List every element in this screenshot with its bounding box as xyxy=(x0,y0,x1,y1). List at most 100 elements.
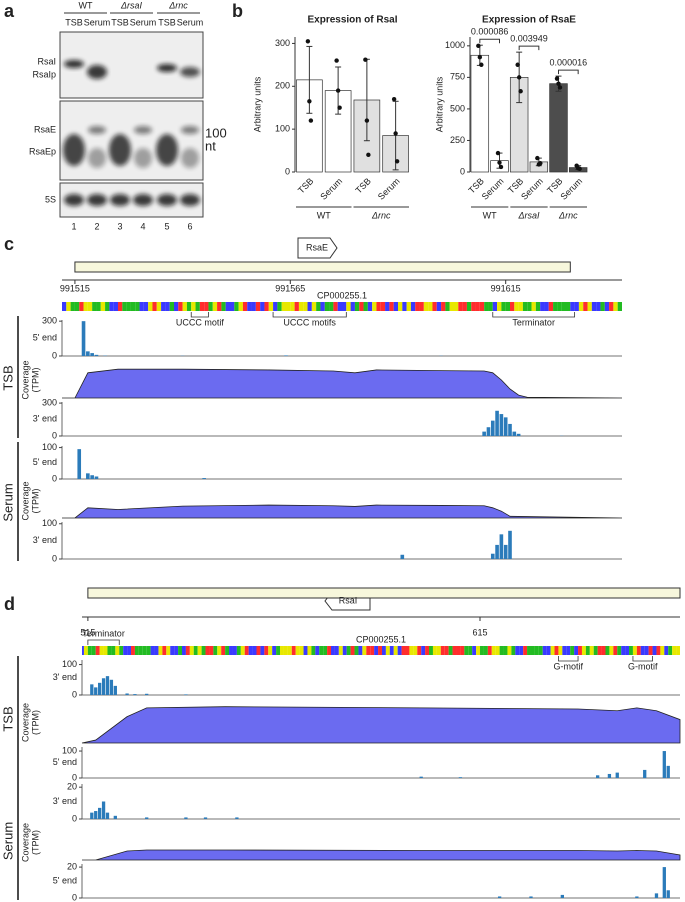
y-tick-label: 0 xyxy=(285,166,290,176)
lane-label: Serum xyxy=(84,17,111,27)
decoration xyxy=(307,302,312,311)
decoration xyxy=(248,646,253,655)
decoration xyxy=(429,646,433,655)
decoration xyxy=(95,646,100,655)
decoration xyxy=(668,646,673,655)
decoration xyxy=(87,65,107,79)
lane-label: TSB xyxy=(158,17,176,27)
end-count-bar xyxy=(596,775,600,778)
end-count-bar xyxy=(666,890,670,898)
y-tick-label: 0 xyxy=(72,813,77,823)
coverage-label: (TPM) xyxy=(30,489,40,514)
decoration xyxy=(329,302,334,311)
x-tick-label: 991615 xyxy=(491,283,521,293)
decoration xyxy=(186,302,192,311)
decoration xyxy=(138,646,143,655)
decoration xyxy=(402,302,407,311)
decoration xyxy=(70,302,75,311)
end-count-bar xyxy=(145,817,149,819)
decoration xyxy=(217,646,222,655)
decoration xyxy=(83,646,88,655)
data-point xyxy=(476,43,481,49)
coverage-area xyxy=(82,849,681,861)
decoration xyxy=(134,646,139,655)
decoration xyxy=(240,646,245,655)
decoration xyxy=(389,646,394,655)
decoration xyxy=(178,646,182,655)
condition-label: TSB xyxy=(0,365,15,390)
decoration xyxy=(518,302,523,311)
decoration xyxy=(118,302,123,311)
decoration xyxy=(488,302,493,311)
decoration xyxy=(307,646,312,655)
decoration xyxy=(497,302,502,311)
decoration xyxy=(527,302,532,311)
coverage-label: Coverage xyxy=(20,481,30,520)
decoration xyxy=(212,302,218,311)
x-tick-label: Serum xyxy=(376,176,402,202)
end-count-bar xyxy=(145,693,149,695)
decoration xyxy=(161,302,166,311)
decoration xyxy=(471,302,476,311)
decoration xyxy=(561,302,566,311)
decoration xyxy=(334,646,339,655)
decoration xyxy=(213,646,218,655)
decoration xyxy=(255,302,261,311)
annotation-bracket xyxy=(190,312,209,318)
decoration xyxy=(601,646,606,655)
decoration xyxy=(505,302,510,311)
decoration xyxy=(74,302,80,311)
end-count-bar xyxy=(109,679,114,695)
decoration xyxy=(491,646,496,655)
decoration xyxy=(381,646,386,655)
decoration xyxy=(574,302,579,311)
panel-label: d xyxy=(4,594,15,614)
decoration xyxy=(103,646,108,655)
decoration xyxy=(480,646,484,655)
decoration xyxy=(585,646,590,655)
end-count-bar xyxy=(495,544,499,559)
y-tick-label: 500 xyxy=(450,103,465,113)
decoration xyxy=(483,646,488,655)
accession: CP000255.1 xyxy=(317,290,367,300)
decoration xyxy=(225,646,230,655)
decoration xyxy=(632,646,637,655)
y-tick-label: 100 xyxy=(42,518,57,528)
decoration xyxy=(452,646,457,655)
decoration xyxy=(501,302,506,311)
decoration xyxy=(204,302,209,311)
end-count-bar xyxy=(512,431,517,436)
end-count-bar xyxy=(499,414,504,436)
decoration xyxy=(221,302,226,311)
gene-body xyxy=(74,261,571,273)
decoration xyxy=(252,646,257,655)
data-point xyxy=(363,57,368,62)
coverage-label: (TPM) xyxy=(30,710,40,735)
annotation-bracket xyxy=(272,312,347,318)
end-count-bar xyxy=(503,544,508,559)
data-point xyxy=(495,150,501,156)
decoration xyxy=(272,646,277,655)
end-count-bar xyxy=(490,420,495,436)
decoration xyxy=(294,302,299,311)
decoration xyxy=(99,646,104,655)
decoration xyxy=(530,646,535,655)
end-count-bar xyxy=(615,772,619,778)
y-tick-label: 750 xyxy=(450,72,465,82)
condition-label: TSB xyxy=(0,706,15,731)
lane-number: 6 xyxy=(187,221,192,231)
decoration xyxy=(217,302,222,311)
decoration xyxy=(625,646,630,655)
decoration xyxy=(589,646,594,655)
annotation-label: UCCC motifs xyxy=(283,317,336,327)
decoration xyxy=(546,646,551,655)
decoration xyxy=(499,646,504,655)
coverage-label: Coverage xyxy=(20,703,30,742)
y-tick-label: 300 xyxy=(42,397,57,407)
decoration xyxy=(604,302,610,311)
decoration xyxy=(113,302,118,311)
decoration xyxy=(464,646,469,655)
decoration xyxy=(268,646,273,655)
decoration xyxy=(597,646,602,655)
decoration xyxy=(570,646,575,655)
